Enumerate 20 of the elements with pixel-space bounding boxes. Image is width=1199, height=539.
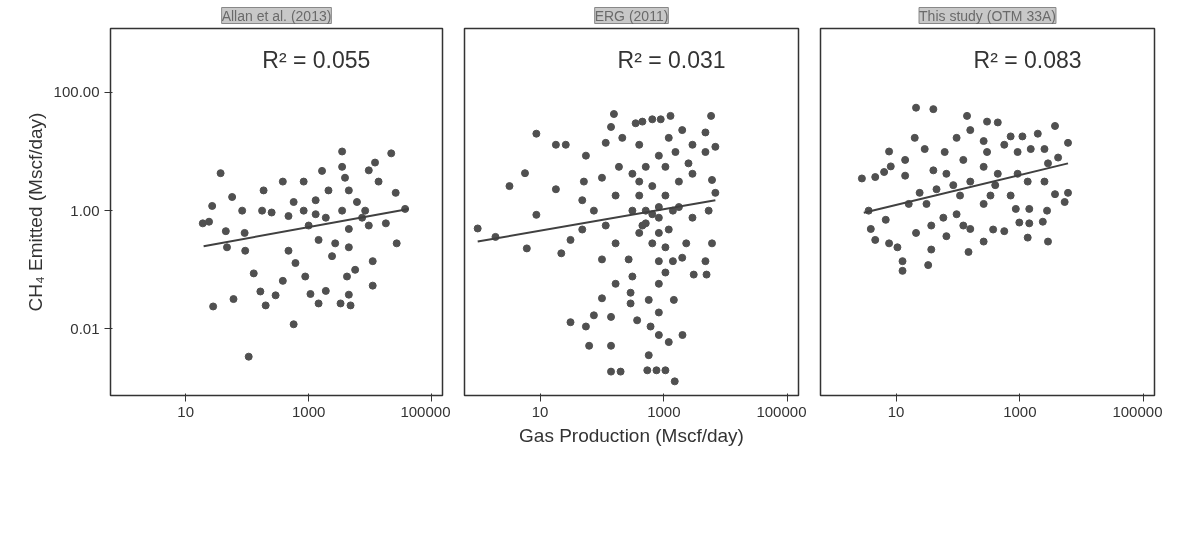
chart-title: Allan et al. (2013) bbox=[221, 7, 332, 24]
y-axis-title: CH₄ Emitted (Mscf/day) bbox=[24, 112, 46, 312]
x-tick-label: 100000 bbox=[756, 402, 807, 420]
annotation: R² = 0.031 bbox=[617, 46, 726, 73]
x-tick-label: 1000 bbox=[291, 402, 326, 420]
x-tick-label: 1000 bbox=[647, 402, 681, 420]
y-tick-label: 100.00 bbox=[53, 83, 100, 101]
x-tick-label: 100000 bbox=[400, 402, 451, 420]
y-tick-label: 0.01 bbox=[70, 319, 100, 337]
chart-title: ERG (2011) bbox=[594, 7, 669, 24]
chart-title: This study (OTM 33A) bbox=[919, 7, 1056, 24]
x-tick-label: 10 bbox=[177, 402, 194, 420]
x-axis-title: Gas Production (Mscf/day) bbox=[519, 424, 744, 446]
x-tick-label: 10 bbox=[887, 402, 905, 420]
annotation: R² = 0.083 bbox=[973, 46, 1082, 73]
x-tick-label: 1000 bbox=[1003, 402, 1037, 420]
x-tick-label: 100000 bbox=[1112, 402, 1163, 420]
y-tick-label: 1.00 bbox=[70, 201, 100, 219]
annotation: R² = 0.055 bbox=[262, 46, 371, 73]
x-tick-label: 10 bbox=[531, 402, 549, 420]
